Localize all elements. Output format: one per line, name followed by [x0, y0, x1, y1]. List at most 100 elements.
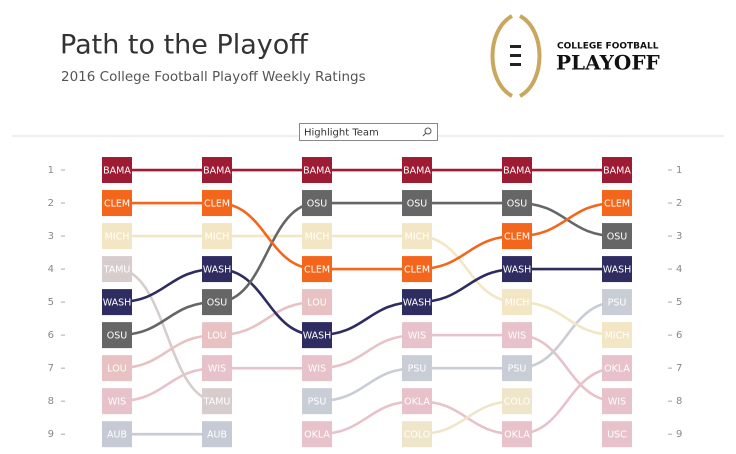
team-label: CLEM — [304, 265, 330, 276]
team-label: WASH — [303, 331, 332, 342]
team-label: TAMU — [103, 265, 131, 276]
team-box: WASH — [502, 256, 532, 283]
team-line — [117, 234, 618, 337]
team-label: OSU — [407, 199, 428, 210]
team-box: MICH — [102, 223, 132, 250]
team-box: LOU — [302, 289, 332, 316]
team-box: WASH — [202, 256, 232, 283]
search-label: Highlight Team — [304, 128, 379, 139]
team-label: OKLA — [604, 364, 630, 375]
team-box: MICH — [502, 289, 532, 316]
team-box: COLO — [502, 388, 532, 415]
team-label: OKLA — [504, 430, 530, 441]
rank-box — [602, 256, 632, 283]
lines — [116, 168, 618, 436]
team-label: PSU — [308, 397, 327, 408]
rank-box — [202, 388, 232, 415]
y-tick-label: 5 — [676, 297, 682, 308]
team-box: OSU — [502, 190, 532, 217]
team-box: WASH — [602, 256, 632, 283]
rank-box — [102, 256, 132, 283]
team-label: PSU — [508, 364, 527, 375]
team-box: OKLA — [602, 355, 632, 382]
team-label: COLO — [404, 430, 431, 441]
team-line — [116, 267, 617, 337]
team-label: MICH — [505, 298, 530, 309]
rank-box — [502, 289, 532, 316]
y-tick-label: 2 — [676, 198, 682, 209]
team-box: CLEM — [202, 190, 232, 217]
rank-box — [202, 256, 232, 283]
team-line — [116, 333, 618, 403]
team-label: WASH — [503, 265, 532, 276]
team-box: WIS — [602, 388, 632, 415]
team-label: WASH — [403, 298, 432, 309]
rank-box — [502, 355, 532, 382]
team-label: MICH — [105, 232, 130, 243]
team-box: BAMA — [102, 157, 132, 184]
rank-box — [502, 388, 532, 415]
rank-box — [402, 223, 432, 250]
team-label: OKLA — [304, 430, 330, 441]
y-tick-label: 5 — [48, 297, 54, 308]
search-icon — [424, 127, 432, 135]
rank-box — [302, 322, 332, 349]
rank-box — [502, 322, 532, 349]
team-label: WIS — [608, 397, 626, 408]
team-line — [316, 366, 618, 436]
logo-text: PLAYOFF — [556, 51, 660, 75]
search-box[interactable]: Highlight Team — [299, 123, 438, 141]
rank-box — [202, 355, 232, 382]
rank-box — [602, 388, 632, 415]
team-box: USC — [602, 421, 632, 448]
team-box: PSU — [402, 355, 432, 382]
logo-text: COLLEGE FOOTBALL — [557, 42, 659, 52]
team-label: WIS — [408, 331, 426, 342]
logo-arc — [490, 14, 514, 98]
team-line — [116, 267, 218, 403]
team-box: COLO — [402, 421, 432, 448]
team-box: WASH — [302, 322, 332, 349]
rank-box — [602, 190, 632, 217]
rank-box — [202, 322, 232, 349]
search-input[interactable] — [299, 123, 438, 141]
team-box: WIS — [302, 355, 332, 382]
team-box: OKLA — [302, 421, 332, 448]
team-label: BAMA — [203, 166, 231, 177]
team-box: OSU — [202, 289, 232, 316]
team-box: TAMU — [202, 388, 232, 415]
rank-box — [602, 421, 632, 448]
team-box: CLEM — [302, 256, 332, 283]
rank-box — [102, 322, 132, 349]
team-label: COLO — [504, 397, 531, 408]
y-tick-label: 7 — [48, 363, 54, 374]
rank-box — [502, 190, 532, 217]
rank-box — [402, 388, 432, 415]
team-box: OKLA — [502, 421, 532, 448]
logo-arc — [518, 14, 542, 98]
rank-box — [202, 289, 232, 316]
team-label: USC — [607, 430, 627, 441]
rank-box — [502, 256, 532, 283]
team-label: MICH — [305, 232, 330, 243]
team-label: WASH — [603, 265, 632, 276]
team-box: CLEM — [602, 190, 632, 217]
team-box: AUB — [202, 421, 232, 448]
rank-box — [202, 223, 232, 250]
team-box: CLEM — [502, 223, 532, 250]
team-box: OSU — [102, 322, 132, 349]
team-box: BAMA — [302, 157, 332, 184]
rank-box — [102, 223, 132, 250]
team-label: OSU — [307, 199, 328, 210]
rank-box — [402, 157, 432, 184]
y-tick-label: 1 — [48, 165, 54, 176]
chart-subtitle: 2016 College Football Playoff Weekly Rat… — [61, 69, 366, 85]
rank-box — [102, 190, 132, 217]
team-label: WIS — [108, 397, 126, 408]
logo-bar — [510, 54, 521, 57]
team-label: BAMA — [103, 166, 131, 177]
rank-box — [302, 223, 332, 250]
team-label: MICH — [405, 232, 430, 243]
team-label: WASH — [103, 298, 132, 309]
